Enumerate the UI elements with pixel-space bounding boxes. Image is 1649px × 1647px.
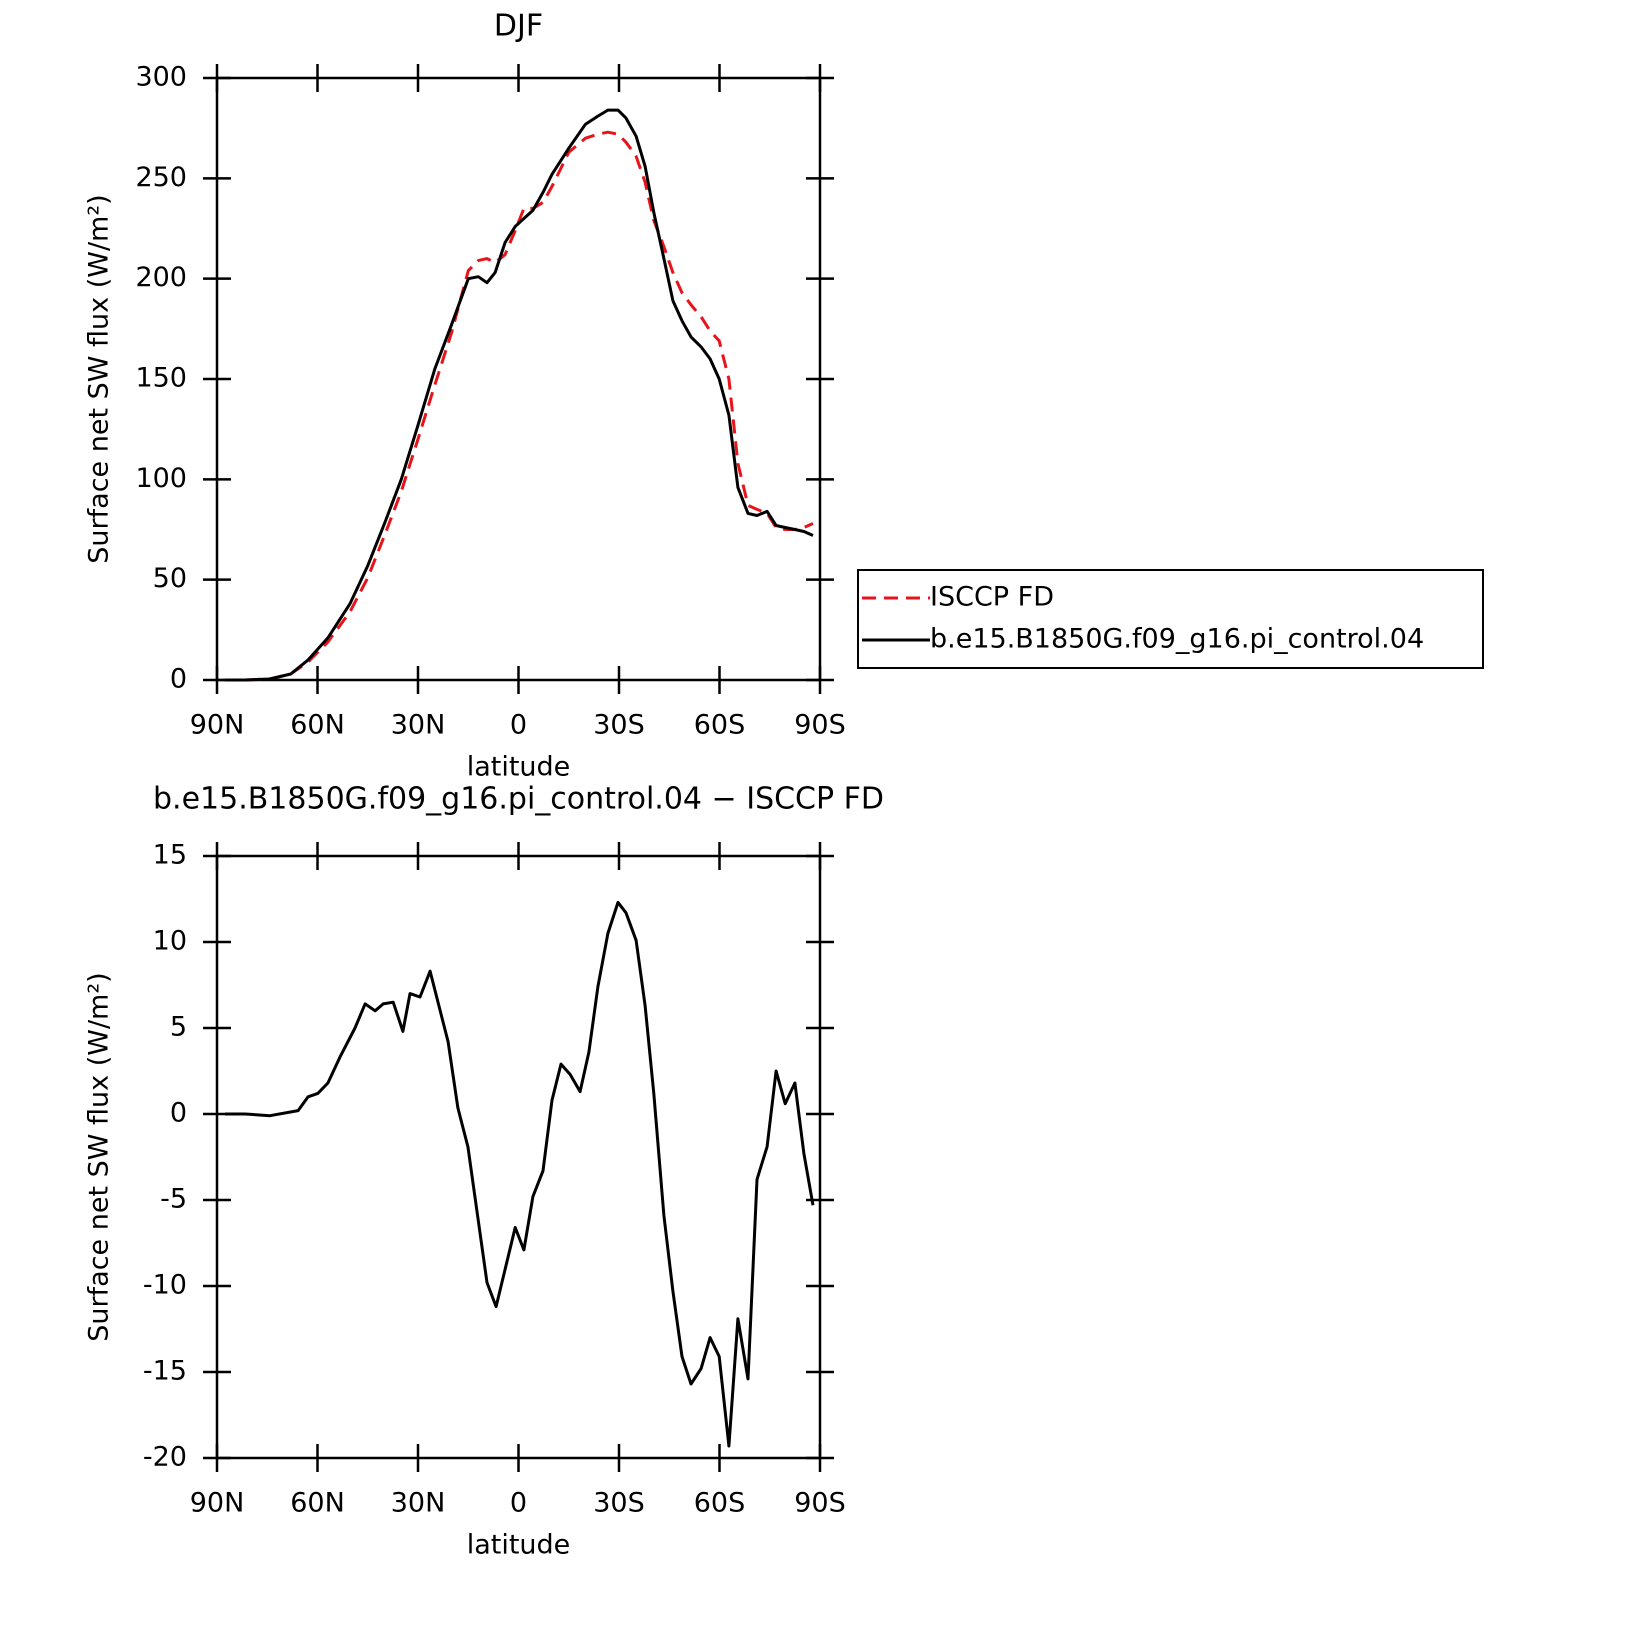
y-tick-label: 300 — [135, 62, 187, 93]
x-tick-label: 30N — [391, 710, 446, 741]
data-line — [225, 900, 815, 1448]
y-tick-label: 0 — [170, 1098, 187, 1129]
chart-title: DJF — [494, 9, 543, 44]
y-tick-label: 200 — [135, 262, 187, 293]
x-tick-label: 30N — [391, 1488, 446, 1519]
y-tick-label: 15 — [153, 840, 187, 871]
x-tick-label: 90N — [190, 710, 245, 741]
x-tick-label: 30S — [593, 1488, 645, 1519]
y-tick-label: 250 — [135, 162, 187, 193]
chart-title: b.e15.B1850G.f09_g16.pi_control.04 − ISC… — [153, 782, 884, 817]
y-tick-label: 50 — [153, 563, 187, 594]
y-tick-label: 100 — [135, 463, 187, 494]
x-tick-label: 60N — [290, 710, 345, 741]
x-tick-label: 60S — [694, 710, 746, 741]
x-axis-label: latitude — [467, 752, 571, 783]
y-tick-label: 0 — [170, 664, 187, 695]
plot-frame — [215, 854, 822, 1460]
x-tick-label: 0 — [510, 710, 527, 741]
y-tick-label: -15 — [143, 1356, 187, 1387]
legend-label: b.e15.B1850G.f09_g16.pi_control.04 — [930, 624, 1424, 655]
y-tick-label: -20 — [143, 1442, 187, 1473]
x-tick-label: 60N — [290, 1488, 345, 1519]
x-axis-label: latitude — [467, 1530, 571, 1561]
y-tick-label: -10 — [143, 1270, 187, 1301]
x-tick-label: 60S — [694, 1488, 746, 1519]
x-tick-label: 90N — [190, 1488, 245, 1519]
x-tick-label: 90S — [794, 1488, 846, 1519]
y-tick-label: 150 — [135, 363, 187, 394]
y-tick-label: 10 — [153, 926, 187, 957]
x-tick-label: 0 — [510, 1488, 527, 1519]
y-tick-label: 5 — [170, 1012, 187, 1043]
data-line — [225, 108, 814, 682]
y-axis-label: Surface net SW flux (W/m²) — [84, 972, 115, 1341]
legend-box — [857, 569, 1484, 669]
x-tick-label: 90S — [794, 710, 846, 741]
y-axis-label: Surface net SW flux (W/m²) — [84, 194, 115, 563]
legend-label: ISCCP FD — [930, 582, 1054, 613]
data-line — [225, 130, 814, 682]
x-tick-label: 30S — [593, 710, 645, 741]
y-tick-label: -5 — [160, 1184, 187, 1215]
